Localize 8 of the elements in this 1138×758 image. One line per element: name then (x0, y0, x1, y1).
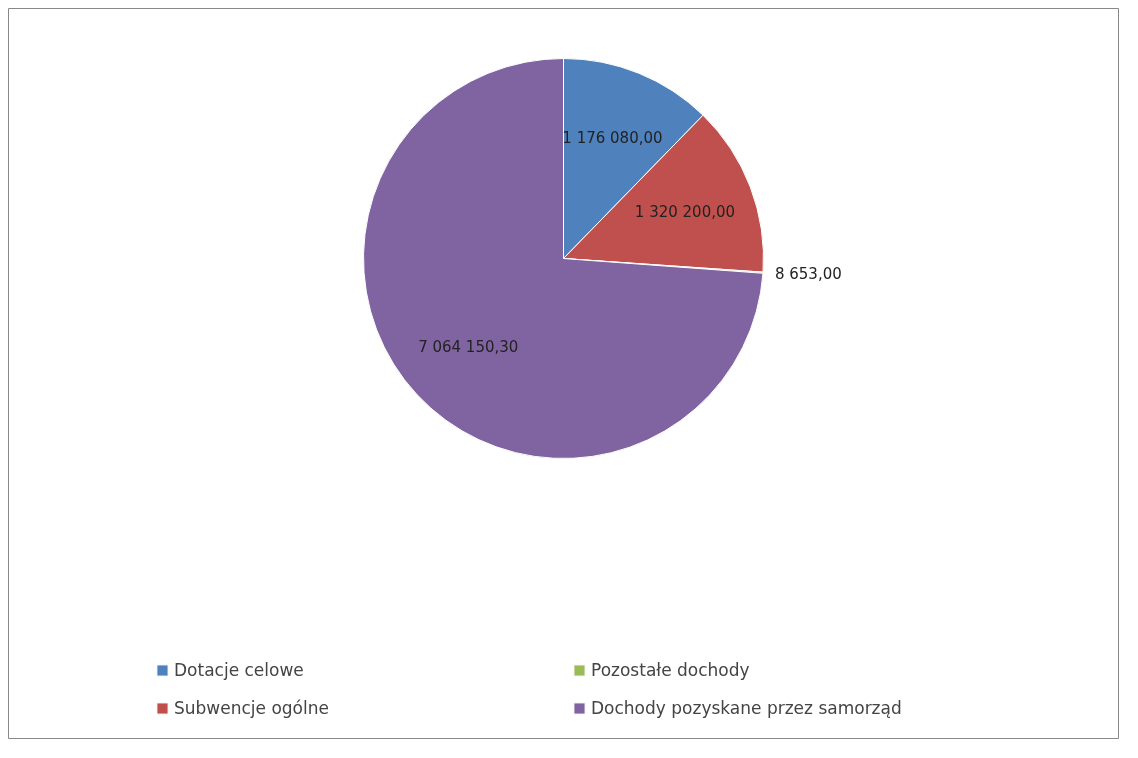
legend-label: Dochody pozyskane przez samorząd (591, 698, 903, 718)
legend-label: Dotacje celowe (174, 660, 305, 680)
data-label: 1 176 080,00 (562, 129, 663, 148)
legend-label: Subwencje ogólne (174, 698, 330, 718)
data-label: 1 320 200,00 (634, 203, 736, 222)
legend-label: Pozostałe dochody (591, 660, 751, 680)
data-label: 7 064 150,30 (418, 337, 519, 356)
data-label: 8 653,00 (774, 264, 842, 283)
